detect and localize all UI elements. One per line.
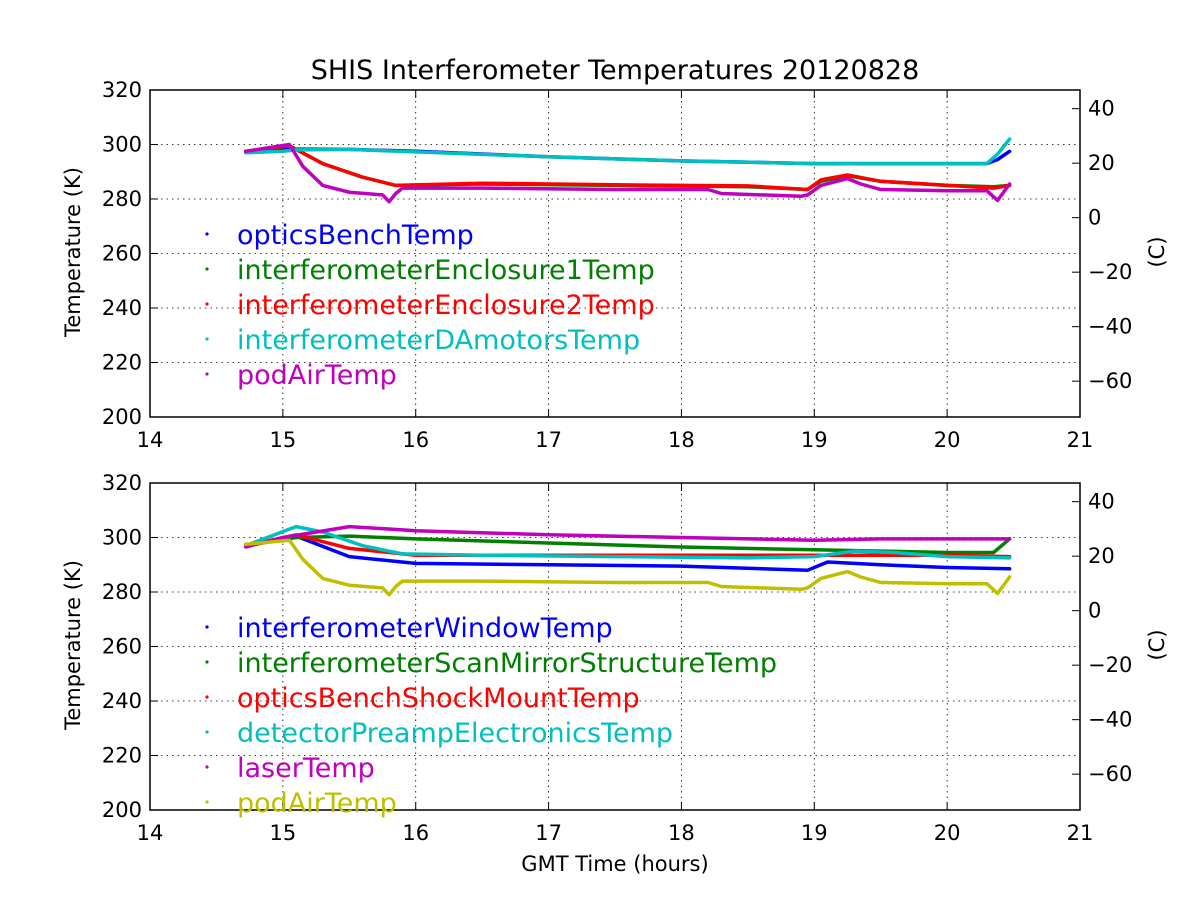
top-y-tick-label: 320 [102,78,142,102]
bottom-panel-legend: interferometerWindowTemp interferometerSc… [205,613,777,819]
bottom-y-tick-label: 280 [102,580,142,604]
bottom-x-tick-label: 17 [535,821,562,845]
top-legend-label-4: podAirTemp [237,360,397,391]
bottom-right-tick-label: −40 [1088,708,1132,732]
bottom-right-tick-label: −20 [1088,653,1132,677]
top-legend-marker-4 [205,372,209,376]
top-panel-grid [150,90,1080,417]
bottom-legend-marker-2 [205,695,209,699]
top-right-tick-label: −20 [1088,260,1132,284]
bottom-right-tick-label: −60 [1088,762,1132,786]
top-legend-marker-1 [205,267,209,271]
bottom-x-tick-label: 19 [801,821,828,845]
bottom-legend-label-2: opticsBenchShockMountTemp [237,683,640,714]
top-x-tick-label: 21 [1067,428,1094,452]
top-legend-marker-3 [205,337,209,341]
bottom-panel: 14 15 16 17 18 19 20 21200220240260280300320−60… [61,471,1169,876]
bottom-x-tick-label: 21 [1067,821,1094,845]
top-y-axis-label: Temperature (K) [61,167,85,338]
bottom-right-axis-label: (C) [1145,629,1169,660]
top-y-tick-label: 280 [102,187,142,211]
bottom-series-line-5 [243,538,1012,597]
top-x-tick-label: 20 [934,428,961,452]
top-legend-label-1: interferometerEnclosure1Temp [237,255,655,286]
top-right-tick-label: 0 [1088,206,1101,230]
bottom-y-tick-label: 260 [102,635,142,659]
top-y-tick-label: 300 [102,133,142,157]
top-x-tick-label: 19 [801,428,828,452]
top-right-axis-label: (C) [1145,236,1169,267]
top-panel-series [243,137,1012,204]
top-right-tick-label: 20 [1088,151,1115,175]
bottom-y-axis-label: Temperature (K) [61,560,85,731]
top-panel-legend: opticsBenchTemp interferometerEnclosure1T… [205,220,655,391]
x-axis-label: GMT Time (hours) [521,852,708,876]
top-panel-ticks: 14 15 16 17 18 19 20 21200220240260280300320−60… [102,78,1132,452]
top-legend-label-2: interferometerEnclosure2Temp [237,290,655,321]
bottom-right-tick-label: 20 [1088,544,1115,568]
bottom-legend-label-3: detectorPreampElectronicsTemp [237,718,673,749]
bottom-series-line-4 [243,524,1012,549]
top-x-tick-label: 18 [668,428,695,452]
top-x-tick-label: 15 [269,428,296,452]
top-x-tick-label: 17 [535,428,562,452]
bottom-y-tick-label: 240 [102,689,142,713]
top-series-line-4 [243,142,1012,204]
bottom-y-tick-label: 320 [102,471,142,495]
bottom-x-tick-label: 18 [668,821,695,845]
bottom-legend-label-4: laserTemp [237,753,375,784]
top-right-tick-label: −60 [1088,369,1132,393]
top-panel: 14 15 16 17 18 19 20 21200220240260280300320−60… [61,55,1169,452]
top-y-tick-label: 200 [102,405,142,429]
bottom-legend-label-5: podAirTemp [237,788,397,819]
bottom-legend-label-1: interferometerScanMirrorStructureTemp [237,648,777,679]
top-series-line-3 [243,137,1012,166]
top-legend-label-0: opticsBenchTemp [237,220,474,251]
bottom-panel-ticks: 14 15 16 17 18 19 20 21200220240260280300320−60… [102,471,1132,845]
bottom-legend-marker-3 [205,730,209,734]
top-right-tick-label: 40 [1088,97,1115,121]
top-x-tick-label: 14 [137,428,164,452]
bottom-x-tick-label: 15 [269,821,296,845]
top-y-tick-label: 220 [102,351,142,375]
bottom-x-tick-label: 20 [934,821,961,845]
bottom-legend-label-0: interferometerWindowTemp [237,613,613,644]
bottom-y-tick-label: 300 [102,526,142,550]
top-legend-marker-0 [205,232,209,236]
top-x-tick-label: 16 [402,428,429,452]
top-y-tick-label: 240 [102,296,142,320]
bottom-series-line-0 [243,534,1012,572]
bottom-legend-marker-4 [205,765,209,769]
bottom-right-tick-label: 40 [1088,490,1115,514]
bottom-y-tick-label: 220 [102,744,142,768]
top-y-tick-label: 260 [102,242,142,266]
bottom-legend-marker-1 [205,660,209,664]
top-series-line-2 [243,144,1012,192]
chart-title: SHIS Interferometer Temperatures 2012082… [311,55,920,86]
bottom-y-tick-label: 200 [102,798,142,822]
bottom-legend-marker-5 [205,800,209,804]
bottom-panel-series [243,524,1012,597]
top-legend-marker-2 [205,302,209,306]
bottom-right-tick-label: 0 [1088,599,1101,623]
bottom-x-tick-label: 16 [402,821,429,845]
top-right-tick-label: −40 [1088,315,1132,339]
bottom-legend-marker-0 [205,625,209,629]
bottom-x-tick-label: 14 [137,821,164,845]
top-legend-label-3: interferometerDAmotorsTemp [237,325,640,356]
